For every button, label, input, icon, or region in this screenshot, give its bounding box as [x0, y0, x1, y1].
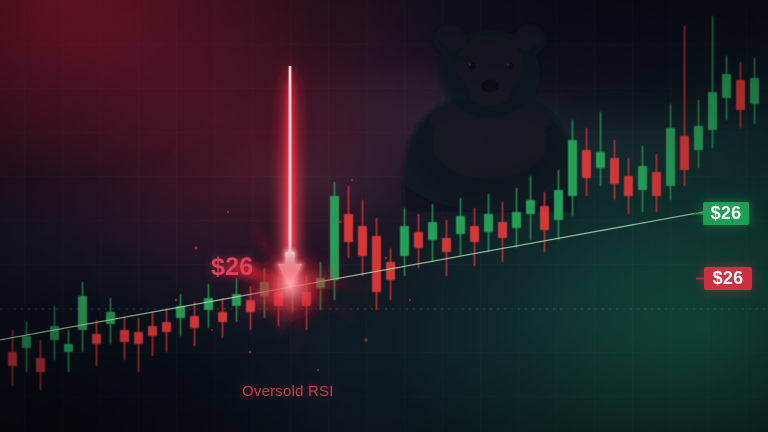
resistance-price-badge: $26 — [703, 202, 749, 225]
candle — [134, 318, 143, 372]
candle — [470, 208, 479, 266]
candle — [92, 320, 101, 366]
support-price-badge: $26 — [704, 267, 752, 290]
candle — [78, 282, 87, 352]
candle — [638, 146, 647, 212]
candle — [582, 128, 591, 196]
candle — [540, 192, 549, 252]
candle — [428, 204, 437, 262]
candle — [596, 112, 605, 186]
candle — [218, 298, 227, 338]
candle — [750, 58, 759, 124]
uptrend-line — [0, 211, 704, 341]
left-price-label: $26 — [211, 253, 254, 281]
candle — [652, 154, 661, 212]
oversold-rsi-label: Oversold RSI — [242, 383, 334, 400]
candle — [162, 308, 171, 352]
candle — [400, 208, 409, 276]
candle — [372, 218, 381, 310]
candle — [722, 56, 731, 120]
candle — [568, 120, 577, 216]
candle — [176, 294, 185, 336]
candle — [498, 202, 507, 262]
candle — [442, 220, 451, 276]
candle — [190, 302, 199, 346]
candle — [554, 170, 563, 240]
candle — [512, 188, 521, 248]
candle — [694, 100, 703, 168]
candle — [736, 62, 745, 128]
candle — [708, 16, 717, 148]
candle — [36, 340, 45, 390]
candle — [8, 330, 17, 386]
candle — [22, 322, 31, 372]
candle — [456, 198, 465, 256]
candle — [64, 330, 73, 372]
candle — [120, 316, 129, 360]
candle — [680, 26, 689, 186]
bear-silhouette-icon — [402, 25, 576, 213]
candle — [344, 186, 353, 258]
candle — [526, 176, 535, 240]
shatter-burst-icon — [204, 214, 386, 372]
candle — [610, 140, 619, 200]
candle — [330, 182, 339, 300]
candle — [414, 214, 423, 268]
candle — [148, 312, 157, 356]
candle — [358, 200, 367, 276]
candle — [484, 194, 493, 252]
debris-particles — [174, 178, 412, 372]
candle — [624, 158, 633, 214]
candle — [666, 104, 675, 200]
candle — [106, 298, 115, 344]
